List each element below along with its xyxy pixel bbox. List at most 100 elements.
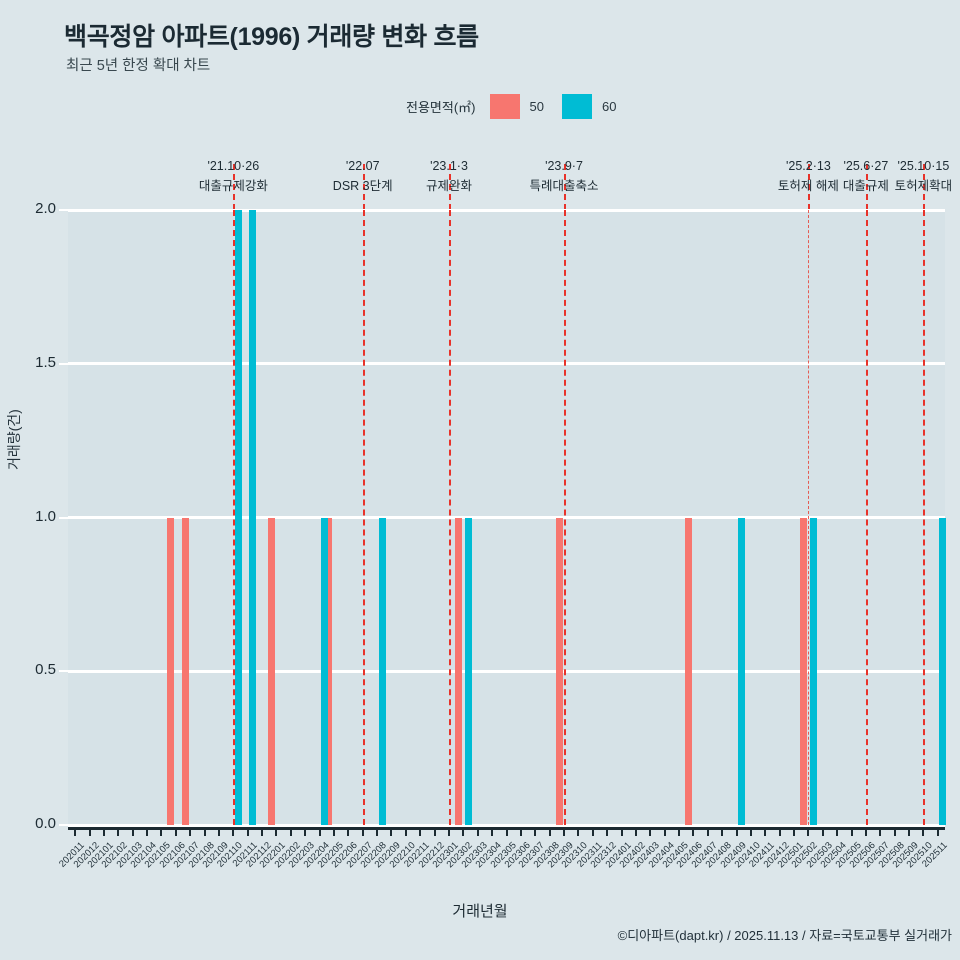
annotation-date: '22.07 (345, 159, 380, 173)
page-title: 백곡정암 아파트(1996) 거래량 변화 흐름 (64, 23, 479, 51)
x-tick-mark (764, 827, 767, 836)
event-tick-202510 (923, 164, 926, 210)
page-subtitle: 최근 5년 한정 확대 차트 (66, 58, 211, 74)
annotation-text: 대출규제 (842, 179, 889, 193)
bar-50-202201[interactable] (267, 517, 275, 825)
x-tick-mark (217, 827, 220, 836)
x-tick-mark (721, 827, 724, 836)
x-tick-mark (908, 827, 911, 836)
x-tick-mark (491, 827, 494, 836)
bar-60-202208[interactable] (378, 517, 386, 825)
y-tick-mark (59, 516, 68, 519)
x-tick-mark (174, 827, 177, 836)
x-tick-mark (706, 827, 709, 836)
event-tick-202110 (233, 164, 236, 210)
x-tick-mark (74, 827, 77, 836)
annotation-date: '23.9·7 (545, 159, 583, 173)
annotation-text: 특례대출축소 (529, 179, 599, 193)
event-tick-202309 (564, 164, 566, 210)
bar-60-202409[interactable] (738, 517, 746, 825)
x-tick-mark (146, 827, 149, 836)
bar-50-202502[interactable] (799, 517, 807, 825)
x-tick-mark (117, 827, 120, 836)
x-tick-mark (433, 827, 436, 836)
plot-area (68, 208, 947, 827)
x-tick-mark (893, 827, 896, 836)
x-axis-title: 거래년월 (452, 903, 508, 920)
x-tick-mark (203, 827, 206, 836)
x-tick-mark (850, 827, 853, 836)
y-tick-mark (59, 824, 68, 826)
x-tick-mark (304, 827, 307, 836)
x-tick-mark (289, 827, 292, 836)
y-tick-label: 0.5 (35, 661, 56, 679)
legend-swatch-60 (561, 94, 592, 119)
bar-50-202205[interactable] (325, 517, 333, 825)
x-tick-mark (447, 827, 450, 836)
event-line-202207 (362, 210, 365, 825)
x-tick-mark (692, 827, 695, 836)
x-tick-mark (836, 827, 839, 836)
x-tick-mark (879, 827, 882, 836)
annotation-text: DSR 3단계 (332, 179, 393, 193)
x-tick-mark (821, 827, 824, 836)
x-tick-mark (534, 827, 537, 836)
bar-50-202107[interactable] (181, 517, 189, 825)
x-tick-mark (361, 827, 364, 836)
x-tick-mark (563, 827, 565, 836)
x-tick-mark (462, 827, 465, 836)
x-tick-mark (519, 827, 522, 836)
footer-credit: ©디아파트(dapt.kr) / 2025.11.13 / 자료=국토교통부 실… (617, 928, 952, 943)
x-tick-mark (735, 827, 738, 836)
x-tick-mark (505, 827, 508, 836)
bar-60-202511[interactable] (939, 517, 947, 825)
x-tick-mark (620, 827, 623, 836)
bar-50-202302[interactable] (454, 517, 462, 825)
x-tick-mark (577, 827, 580, 836)
x-tick-mark (634, 827, 637, 836)
x-tick-mark (189, 827, 192, 836)
y-tick-label: 1.5 (35, 353, 56, 371)
bar-60-202502[interactable] (809, 517, 817, 825)
x-tick-mark (390, 827, 393, 836)
bar-60-202111[interactable] (249, 210, 257, 825)
y-tick-label: 1.0 (35, 507, 56, 525)
legend-label-50: 50 (529, 99, 544, 114)
bar-50-202406[interactable] (684, 517, 692, 825)
x-tick-mark (88, 827, 91, 836)
annotation-text: 규제완화 (425, 179, 472, 193)
annotation-202309: '23.9·7 특례대출축소 (494, 156, 634, 196)
bar-50-202309[interactable] (555, 517, 563, 825)
bar-60-202110[interactable] (234, 210, 242, 825)
bar-60-202204[interactable] (321, 517, 329, 825)
event-tick-202502 (808, 164, 811, 210)
y-tick-mark (59, 670, 68, 673)
x-tick-mark (261, 827, 264, 836)
annotation-text: 대출규제강화 (198, 179, 268, 193)
legend-label-60: 60 (601, 99, 617, 114)
annotation-date: '25.10·15 (897, 159, 950, 173)
x-tick-mark (332, 827, 335, 836)
x-tick-mark (663, 827, 666, 836)
event-tick-202207 (362, 164, 365, 210)
gridline (68, 208, 945, 212)
x-tick-mark (131, 827, 134, 836)
x-tick-mark (749, 827, 752, 836)
annotation-date: '25.2·13 (786, 159, 831, 173)
bar-60-202302[interactable] (464, 517, 472, 825)
y-tick-mark (59, 209, 68, 211)
bar-50-202106[interactable] (167, 517, 175, 825)
x-tick-mark (246, 827, 249, 836)
x-tick-mark (807, 827, 810, 836)
event-line-202502 (808, 210, 810, 825)
annotation-202301: '23.1·3 규제완화 (379, 156, 519, 196)
x-tick-mark (778, 827, 781, 836)
annotation-202506: '25.6·27 대출규제 (796, 156, 936, 196)
gridline (68, 516, 945, 519)
annotation-202510: '25.10·15 토허제확대 (853, 156, 960, 196)
x-tick-mark (102, 827, 105, 836)
annotation-202502: '25.2·13 토허제 해제 (738, 156, 878, 196)
annotation-text: 토허제확대 (894, 179, 953, 193)
event-line-202510 (923, 210, 926, 825)
annotation-202110: '21.10·26 대출규제강화 (163, 156, 303, 196)
